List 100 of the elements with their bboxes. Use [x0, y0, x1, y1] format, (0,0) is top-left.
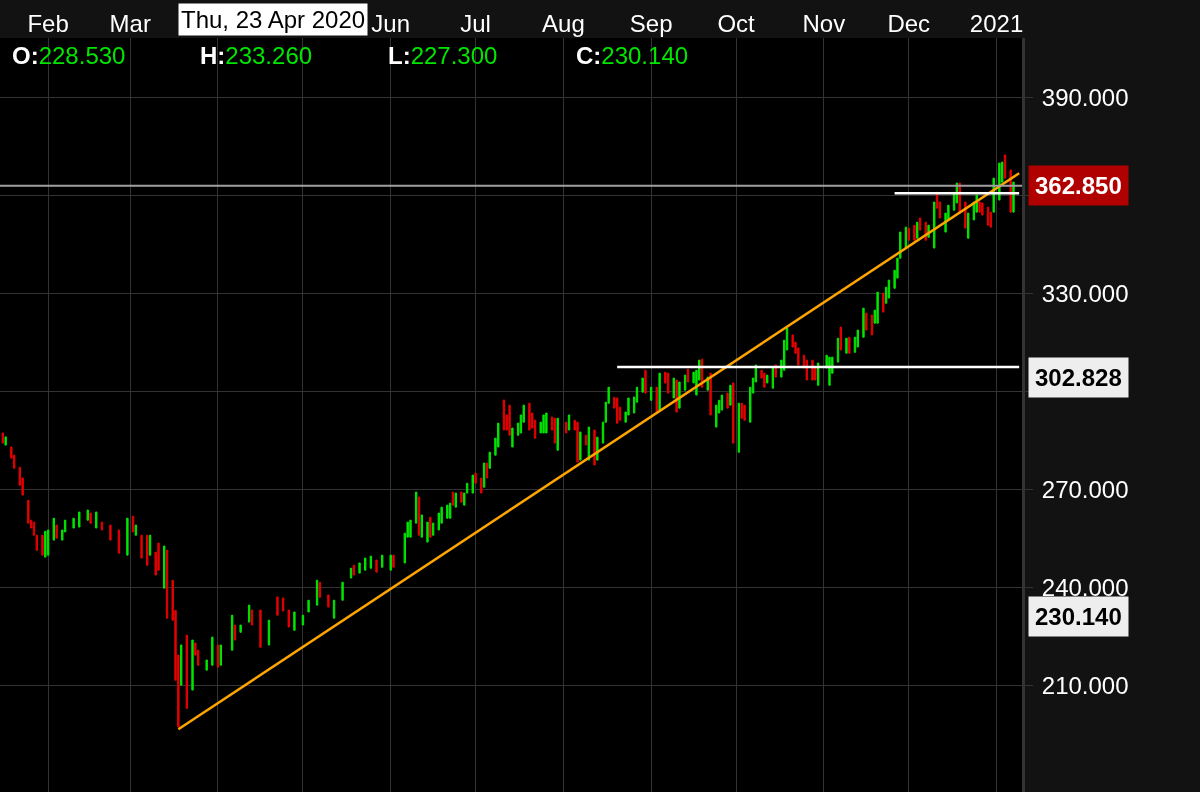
candlestick	[732, 382, 735, 444]
candlestick	[239, 624, 242, 633]
x-tick-label: Feb	[27, 10, 69, 38]
candlestick	[542, 414, 545, 434]
x-tick-label: Oct	[717, 10, 756, 38]
annotation: C:230.140	[576, 42, 689, 69]
candlestick	[460, 491, 463, 503]
candlestick	[845, 337, 848, 354]
x-tick-label: 2021	[969, 10, 1024, 38]
candlestick	[293, 611, 296, 631]
y-tick-label: 270.000	[1041, 475, 1129, 503]
candlestick	[454, 492, 457, 508]
candlestick	[1, 432, 5, 444]
y-tick-label: 210.000	[1041, 671, 1129, 699]
candlestick	[763, 372, 766, 388]
candlestick	[474, 472, 477, 484]
candlestick	[658, 372, 661, 411]
ref-line-label: 362.850	[1035, 172, 1122, 199]
candlestick	[593, 429, 596, 466]
candlestick	[55, 524, 58, 539]
candlestick	[740, 402, 743, 419]
candlestick	[364, 557, 367, 571]
x-tick-label: Nov	[802, 10, 846, 38]
candlestick	[429, 516, 432, 538]
candlestick	[426, 521, 429, 543]
candlestick	[134, 524, 138, 536]
candlestick	[811, 359, 814, 381]
candlestick	[205, 659, 208, 671]
candlestick	[981, 202, 984, 216]
candlestick	[743, 404, 746, 421]
candlestick	[641, 377, 644, 393]
candlestick	[431, 522, 435, 536]
candlestick	[907, 227, 910, 241]
candlestick	[392, 554, 395, 568]
candlestick	[446, 504, 449, 519]
candlestick	[41, 534, 44, 556]
candlestick	[191, 639, 194, 691]
candlestick	[528, 402, 531, 431]
candlestick	[146, 534, 149, 566]
candlestick	[918, 217, 922, 231]
x-tick-label: Jun	[371, 10, 411, 38]
candlestick	[882, 292, 885, 313]
text: 302.828	[1035, 364, 1122, 391]
candlestick	[389, 554, 392, 571]
candlestick	[140, 534, 143, 559]
candlestick	[876, 291, 879, 324]
candlestick	[95, 511, 98, 529]
candlestick	[375, 559, 378, 573]
y-tick-label: 240.000	[1041, 573, 1129, 601]
y-tick-label: 390.000	[1041, 83, 1129, 111]
candlestick	[848, 336, 851, 354]
candlestick	[488, 451, 491, 469]
candlestick	[281, 597, 285, 612]
candlestick	[655, 386, 658, 413]
candlestick	[179, 644, 183, 686]
candlestick	[933, 201, 936, 249]
candlestick	[126, 517, 129, 556]
x-tick-label: Mar	[109, 10, 151, 38]
annotation: L:227.300	[388, 42, 498, 69]
text: 230.140	[1035, 603, 1122, 630]
x-tick-label: Dec	[887, 10, 931, 38]
candlestick	[409, 519, 412, 538]
candlestick	[766, 374, 769, 384]
candlestick	[471, 474, 474, 494]
candlestick	[675, 379, 678, 413]
candlestick	[259, 609, 262, 648]
y-tick-label: 330.000	[1041, 279, 1129, 307]
candlestick	[644, 369, 647, 394]
candlestick	[44, 530, 47, 558]
candlestick	[307, 599, 310, 613]
annotation: H:233.260	[200, 42, 313, 69]
annotation: O:228.530	[12, 42, 126, 69]
candlestick	[511, 427, 514, 448]
candlestick	[480, 477, 483, 494]
candlestick	[358, 562, 361, 574]
candlestick	[862, 307, 865, 338]
candlestick	[287, 609, 290, 628]
candlestick	[508, 404, 511, 436]
x-tick-label: Jul	[460, 10, 491, 38]
candlestick	[978, 201, 981, 213]
candlestick	[967, 212, 970, 239]
candlestick	[72, 517, 75, 529]
candlestick	[556, 417, 559, 451]
x-tick-label: Sep	[629, 10, 673, 38]
x-tick-label: Aug	[542, 10, 585, 38]
candlestick	[219, 644, 223, 666]
candlestick	[327, 594, 330, 608]
candlestick	[380, 554, 384, 568]
candlestick	[729, 384, 732, 406]
candlestick	[109, 524, 112, 541]
candlestick	[420, 514, 424, 538]
candlestick	[341, 581, 344, 601]
candlestick	[709, 372, 712, 416]
candlestick	[369, 555, 373, 569]
candlestick	[715, 404, 718, 428]
candlestick	[828, 356, 831, 386]
candlestick	[839, 326, 843, 351]
candlestick	[545, 412, 548, 434]
candlestick	[865, 312, 868, 331]
candlestick	[52, 517, 55, 541]
